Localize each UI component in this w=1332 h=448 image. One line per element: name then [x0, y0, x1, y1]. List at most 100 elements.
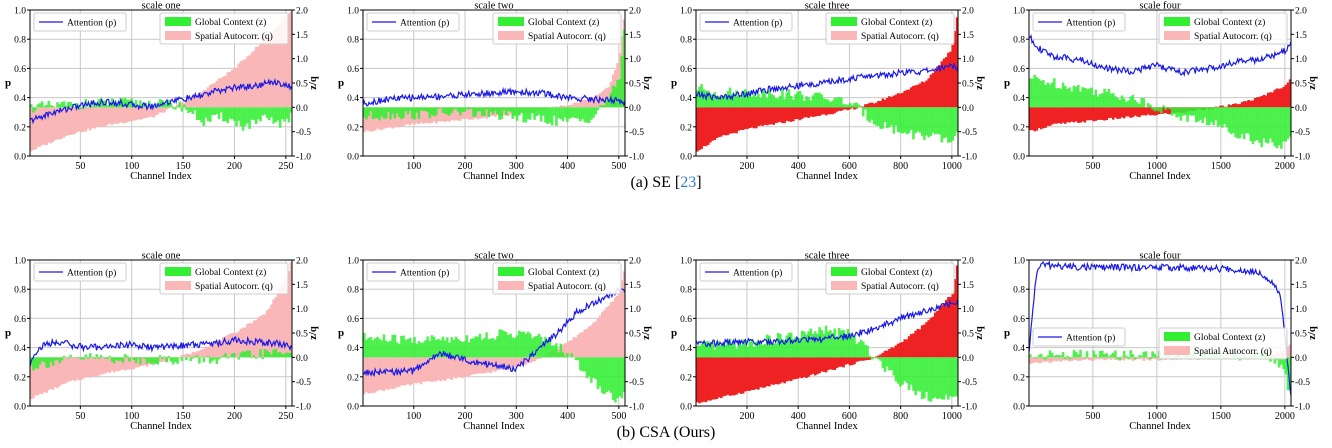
q-bar: [618, 290, 622, 358]
z-bar: [1048, 84, 1052, 108]
q-bar: [583, 99, 587, 108]
z-bar: [99, 355, 103, 358]
q-bar: [1144, 107, 1148, 116]
z-bar: [254, 357, 258, 359]
q-bar: [1286, 82, 1290, 108]
z-bar: [243, 107, 247, 126]
attention-line: [1028, 260, 1292, 396]
q-bar: [1098, 107, 1102, 120]
z-bar: [241, 351, 245, 358]
z-bar: [265, 107, 269, 118]
z-bar: [1081, 87, 1084, 108]
tick-label-right: 1.5: [1295, 281, 1307, 291]
q-bar: [1225, 106, 1229, 108]
z-bar: [1164, 107, 1167, 111]
q-bar: [735, 357, 738, 395]
z-bar: [49, 105, 53, 108]
z-bar: [198, 107, 201, 121]
q-bar: [813, 107, 817, 117]
z-bar: [163, 356, 166, 358]
z-bar: [533, 336, 536, 358]
q-bar: [515, 357, 519, 368]
q-bar: [870, 102, 874, 108]
z-bar: [724, 95, 727, 108]
z-bar: [696, 90, 699, 108]
z-bar: [1050, 352, 1054, 358]
q-bar: [872, 103, 876, 108]
q-bar: [463, 107, 467, 120]
q-bar: [713, 107, 717, 141]
q-bar: [783, 357, 786, 384]
q-bar: [246, 56, 249, 108]
q-bar: [750, 357, 754, 391]
tick-label-left: 0.6: [347, 315, 359, 325]
tick-label-x: 500: [1085, 161, 1100, 172]
z-bar: [494, 339, 497, 358]
z-bar: [792, 99, 795, 108]
chart-panel-4: scale four0.00.20.40.60.81.0-1.0-0.50.00…: [1004, 1, 1318, 183]
q-bar: [174, 356, 177, 358]
chart-panel-1: scale one0.00.20.40.60.81.0-1.0-0.50.00.…: [5, 1, 319, 183]
z-bar: [550, 345, 554, 358]
q-bar: [944, 299, 948, 358]
q-bar: [761, 107, 765, 126]
q-bar: [848, 107, 852, 110]
z-bar: [899, 107, 902, 133]
tick-label-left: 0.2: [680, 373, 692, 383]
z-bar: [528, 107, 532, 120]
q-bar: [1131, 107, 1135, 118]
q-bar: [1162, 107, 1165, 114]
q-bar: [285, 16, 289, 108]
q-bar: [121, 357, 125, 370]
q-bar: [607, 305, 611, 358]
z-bar: [938, 357, 941, 399]
z-bar: [1101, 93, 1104, 108]
q-bar: [1072, 107, 1076, 123]
z-bar: [489, 107, 493, 112]
z-bar: [539, 107, 543, 122]
z-bar: [60, 102, 64, 108]
z-bar: [1074, 352, 1078, 358]
citation-link[interactable]: 23: [680, 174, 697, 191]
z-bar: [185, 107, 188, 110]
q-bar: [730, 107, 734, 134]
z-bar: [419, 107, 423, 111]
z-bar: [428, 340, 432, 358]
q-bar: [603, 310, 606, 358]
q-bar: [459, 357, 462, 377]
q-bar: [1232, 103, 1235, 108]
legend-z-label: Global Context (z): [861, 267, 932, 278]
chart-panel-3: scale three0.00.20.40.60.81.0-1.0-0.50.0…: [671, 1, 985, 183]
z-bar: [1262, 107, 1266, 139]
q-bar: [38, 107, 42, 147]
tick-label-x: 200: [458, 161, 473, 172]
q-bar: [64, 357, 68, 383]
q-bar: [704, 107, 708, 147]
q-bar: [846, 107, 850, 111]
z-bar: [456, 338, 460, 358]
q-bar: [439, 357, 442, 382]
q-bar: [770, 107, 773, 125]
z-bar: [498, 107, 501, 120]
z-bar: [432, 336, 436, 358]
q-bar: [885, 97, 889, 108]
z-bar: [857, 104, 861, 108]
z-bar: [875, 107, 878, 126]
q-bar: [739, 107, 743, 130]
z-bar: [903, 107, 906, 133]
y2-axis-label: z/q: [308, 76, 319, 90]
z-bar: [476, 336, 480, 358]
q-bar: [774, 357, 778, 385]
q-bar: [136, 107, 140, 120]
q-bar: [421, 357, 425, 382]
z-bar: [733, 93, 736, 108]
z-bar: [942, 357, 946, 400]
z-bar: [270, 107, 273, 117]
z-bar: [1090, 87, 1093, 108]
z-bar: [546, 107, 549, 124]
q-bar: [1077, 107, 1080, 123]
attention-line: [362, 287, 626, 378]
q-bar: [741, 107, 745, 131]
z-bar: [748, 90, 751, 108]
q-bar: [702, 357, 706, 402]
